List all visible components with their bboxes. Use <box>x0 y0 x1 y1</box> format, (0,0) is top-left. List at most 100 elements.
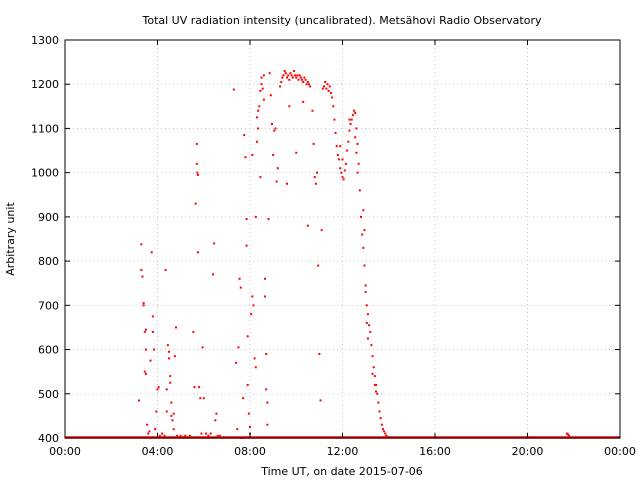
data-point <box>269 94 272 97</box>
data-point <box>370 344 373 347</box>
data-point <box>245 244 248 247</box>
data-point <box>313 176 316 179</box>
data-point <box>254 366 257 369</box>
data-point <box>283 69 286 72</box>
y-tick-label: 1200 <box>31 78 59 91</box>
data-point <box>354 111 357 114</box>
data-point <box>297 78 300 81</box>
data-point <box>238 277 241 280</box>
data-point <box>328 85 331 88</box>
y-tick-label: 400 <box>38 432 59 445</box>
y-tick-label: 500 <box>38 388 59 401</box>
data-point <box>351 114 354 117</box>
data-point <box>216 434 219 437</box>
data-point <box>275 180 278 183</box>
data-point <box>358 189 361 192</box>
y-axis-tick-labels: 400 500 600 700 800 900 1000 1100 1200 1300 <box>31 34 59 445</box>
data-point <box>143 330 146 333</box>
data-point <box>343 169 346 172</box>
data-point <box>270 123 273 126</box>
x-tick-label: 00:00 <box>604 445 636 458</box>
data-point <box>291 76 294 79</box>
data-point <box>218 434 221 437</box>
data-point <box>296 74 299 77</box>
data-point <box>324 81 327 84</box>
data-point <box>149 359 152 362</box>
data-point <box>317 264 320 267</box>
data-point <box>209 432 212 435</box>
data-point <box>212 273 214 276</box>
data-point <box>366 337 369 340</box>
data-point <box>565 432 568 435</box>
x-tick-label: 20:00 <box>512 445 544 458</box>
data-point <box>151 315 154 318</box>
data-point <box>205 432 208 435</box>
data-point <box>144 348 147 351</box>
data-point <box>148 430 151 433</box>
data-point <box>338 158 341 161</box>
x-tick-label: 00:00 <box>49 445 81 458</box>
data-point <box>356 142 359 145</box>
data-point <box>195 162 198 165</box>
data-point <box>235 361 238 364</box>
data-point <box>156 388 159 391</box>
x-tick-label: 04:00 <box>142 445 174 458</box>
data-point <box>196 251 199 254</box>
data-point <box>318 352 321 355</box>
data-point <box>568 434 571 437</box>
data-point <box>199 397 202 400</box>
data-point <box>195 142 198 145</box>
data-point <box>306 224 309 227</box>
data-point <box>362 246 365 249</box>
data-point <box>329 92 332 95</box>
data-point <box>239 286 242 289</box>
data-point <box>184 434 187 437</box>
data-point <box>355 127 358 130</box>
data-point <box>323 85 325 88</box>
data-point <box>171 419 174 422</box>
data-point <box>254 215 257 218</box>
data-point <box>369 330 372 333</box>
data-point <box>260 83 263 86</box>
data-point <box>339 145 342 148</box>
data-point <box>276 167 279 170</box>
data-point <box>346 149 349 152</box>
data-point <box>192 330 195 333</box>
data-point <box>344 162 347 165</box>
data-point <box>566 433 569 436</box>
data-point <box>363 264 366 267</box>
data-point <box>172 428 175 431</box>
data-point <box>372 366 375 369</box>
y-axis-label: Arbitrary unit <box>4 202 17 276</box>
data-point <box>335 145 338 148</box>
data-point <box>336 153 339 156</box>
data-point <box>379 417 382 420</box>
data-point <box>312 142 315 145</box>
data-point <box>366 313 369 316</box>
data-point <box>151 330 154 333</box>
data-point <box>363 229 366 232</box>
data-point <box>371 355 374 358</box>
data-point <box>193 386 196 389</box>
data-point <box>288 78 291 81</box>
data-point <box>301 78 304 81</box>
data-point <box>380 423 383 426</box>
grid <box>65 40 620 438</box>
data-point <box>321 87 324 90</box>
data-point <box>279 85 282 88</box>
data-point <box>368 324 371 327</box>
data-point <box>286 76 288 79</box>
data-point <box>168 350 171 353</box>
data-point <box>387 436 390 439</box>
data-point <box>281 76 284 79</box>
y-tick-label: 1100 <box>31 122 59 135</box>
data-point <box>348 129 351 132</box>
data-point <box>303 76 306 79</box>
data-point <box>385 434 388 437</box>
data-point <box>334 131 337 134</box>
data-point <box>169 375 172 378</box>
data-point <box>179 434 182 437</box>
data-point <box>140 268 143 271</box>
data-point <box>375 390 378 393</box>
